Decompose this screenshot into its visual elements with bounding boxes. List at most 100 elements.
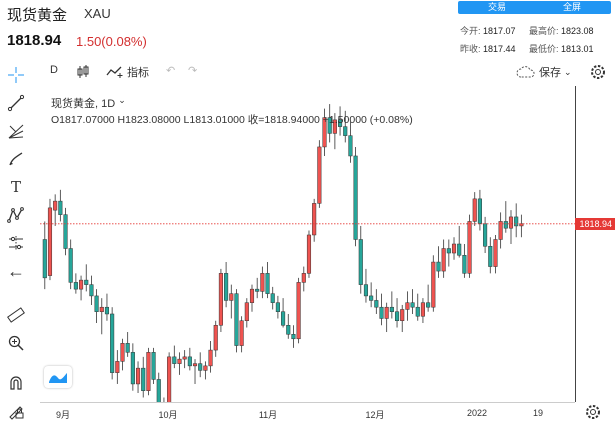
- save-label: 保存: [539, 67, 561, 79]
- candle-body: [94, 295, 99, 312]
- candle: [130, 343, 135, 391]
- magnet-icon[interactable]: [5, 372, 27, 394]
- time-tick: 10月: [158, 410, 178, 420]
- time-tick: 12月: [365, 410, 385, 420]
- candle: [89, 275, 94, 305]
- prediction-icon[interactable]: [5, 232, 27, 254]
- trend-line-icon[interactable]: [5, 92, 27, 114]
- candle-body: [477, 198, 482, 224]
- back-arrow-icon[interactable]: ←: [7, 260, 25, 281]
- candle: [338, 106, 343, 136]
- fullscreen-button[interactable]: 全屏: [533, 1, 611, 14]
- candle-body: [135, 367, 141, 385]
- symbol-header: 现货黄金 XAU 1818.94 1.50(0.08%) 交易 全屏 今开: 1…: [0, 0, 615, 56]
- candle-body: [265, 273, 270, 294]
- candle: [42, 221, 47, 290]
- fib-fan-icon[interactable]: [5, 120, 27, 142]
- candle: [255, 277, 260, 299]
- undo-icon[interactable]: ↶: [166, 65, 176, 77]
- candle: [420, 298, 425, 323]
- candle: [291, 325, 296, 348]
- lock-drawings-icon[interactable]: [5, 400, 27, 422]
- candle: [363, 268, 369, 303]
- candle: [110, 307, 115, 380]
- tradingview-logo-icon[interactable]: [44, 366, 72, 388]
- candle: [462, 244, 467, 278]
- candle: [156, 372, 161, 402]
- trade-button[interactable]: 交易: [458, 1, 536, 14]
- candlestick-plot[interactable]: [40, 86, 575, 402]
- candle: [167, 352, 172, 402]
- candle: [519, 214, 524, 238]
- candle: [348, 122, 353, 163]
- candle-body: [400, 309, 405, 321]
- stat-high: 最高价: 1823.08: [529, 24, 594, 37]
- candle-body: [167, 356, 172, 402]
- candle-body: [514, 216, 519, 227]
- candle-body: [327, 117, 332, 134]
- candle-body: [141, 367, 146, 391]
- candle-body: [348, 135, 353, 157]
- ruler-icon[interactable]: [5, 304, 27, 326]
- stat-open: 今开: 1817.07: [460, 24, 516, 37]
- candle: [451, 237, 457, 260]
- chevron-down-icon[interactable]: ⌄: [118, 95, 126, 105]
- zoom-in-icon[interactable]: [5, 332, 27, 354]
- axis-settings-gear-icon[interactable]: [585, 404, 601, 420]
- candle-body: [47, 207, 53, 276]
- brush-icon[interactable]: [5, 148, 27, 170]
- candle-body: [431, 261, 436, 308]
- candle: [203, 361, 208, 380]
- candle: [488, 237, 493, 274]
- time-axis[interactable]: 9月 10月 11月 12月 2022 19: [40, 402, 575, 424]
- candle-body: [426, 302, 431, 308]
- price-change: 1.50(0.08%): [76, 34, 147, 49]
- candle: [369, 282, 374, 308]
- candle: [332, 113, 337, 150]
- candle-body: [249, 288, 255, 303]
- instrument-symbol: XAU: [84, 6, 111, 21]
- candle-body: [84, 279, 89, 285]
- candle-body: [493, 239, 498, 267]
- candle-body: [281, 311, 286, 326]
- candle-body: [296, 282, 301, 340]
- candle: [177, 352, 182, 375]
- chevron-down-icon: ⌄: [564, 66, 572, 77]
- save-button[interactable]: 保存 ⌄: [516, 64, 572, 80]
- interval-button[interactable]: D: [50, 64, 58, 76]
- candle-body: [218, 273, 223, 326]
- candle: [151, 347, 156, 384]
- candle: [493, 234, 498, 274]
- candle-body: [286, 325, 291, 335]
- candle: [79, 275, 84, 301]
- candle-style-icon[interactable]: [75, 64, 91, 80]
- candle-body: [275, 302, 280, 312]
- pattern-icon[interactable]: [5, 204, 27, 226]
- price-scale[interactable]: [575, 86, 615, 402]
- candle-body: [115, 361, 120, 373]
- candle: [218, 268, 223, 333]
- text-tool-icon[interactable]: T: [10, 178, 21, 196]
- candle: [312, 198, 317, 242]
- candle-body: [99, 306, 104, 312]
- candle-body: [42, 239, 47, 279]
- candle-body: [503, 221, 508, 229]
- redo-icon[interactable]: ↷: [188, 65, 198, 77]
- candle-body: [213, 325, 218, 351]
- candle-body: [451, 243, 457, 254]
- price-chart[interactable]: [40, 86, 575, 402]
- candle: [286, 313, 291, 339]
- instrument-title: 现货黄金: [7, 7, 68, 24]
- candle-body: [192, 363, 198, 367]
- indicators-button[interactable]: 指标: [106, 64, 149, 80]
- candle-body: [172, 356, 177, 364]
- candle-body: [73, 282, 78, 290]
- candle-body: [177, 358, 182, 364]
- crosshair-icon[interactable]: [5, 64, 27, 86]
- candle: [265, 262, 270, 299]
- candle-body: [508, 216, 514, 229]
- drawing-toolbar: T ←: [0, 58, 32, 424]
- settings-gear-icon[interactable]: [590, 64, 606, 80]
- candle: [514, 203, 519, 238]
- candle-body: [291, 334, 296, 340]
